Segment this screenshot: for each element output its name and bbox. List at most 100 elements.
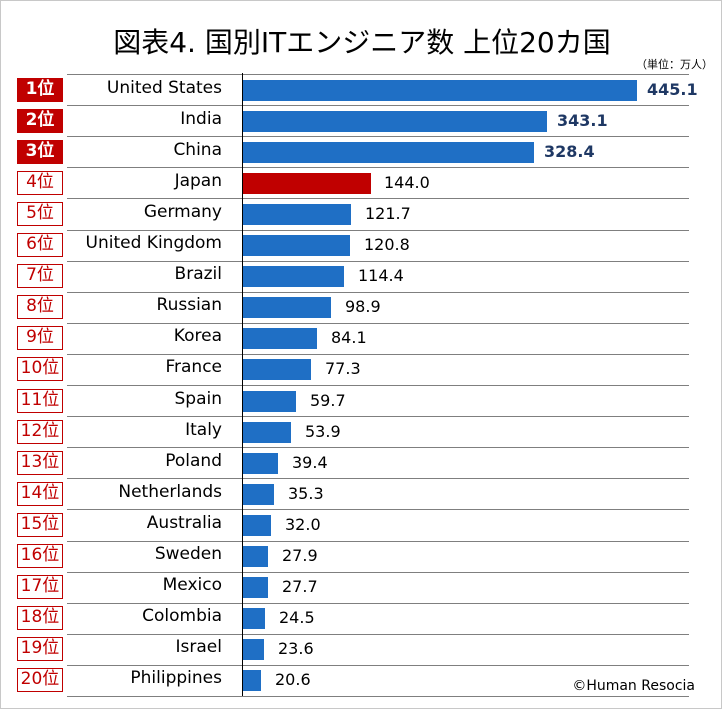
rank-badge: 4位 — [17, 171, 63, 195]
bar — [243, 297, 331, 318]
data-label: 27.7 — [282, 577, 318, 596]
row-separator — [67, 665, 689, 666]
source-credit: ©Human Resocia — [572, 678, 695, 694]
rank-badge: 10位 — [17, 357, 63, 381]
bar — [243, 391, 296, 412]
row-separator — [67, 572, 689, 573]
rank-badge: 14位 — [17, 482, 63, 506]
category-label: India — [180, 109, 222, 129]
data-label: 53.9 — [305, 422, 341, 441]
data-label: 32.0 — [285, 515, 321, 534]
row-separator — [67, 634, 689, 635]
data-label: 114.4 — [358, 266, 404, 285]
rank-badge: 13位 — [17, 451, 63, 475]
rank-badge: 8位 — [17, 295, 63, 319]
bar — [243, 235, 350, 256]
data-label: 98.9 — [345, 297, 381, 316]
bar — [243, 173, 371, 194]
bar — [243, 359, 312, 380]
data-label: 20.6 — [275, 670, 311, 689]
data-label: 77.3 — [325, 359, 361, 378]
bar — [243, 142, 534, 163]
category-label: Mexico — [162, 575, 222, 595]
bar — [243, 422, 291, 443]
bar — [243, 453, 278, 474]
rank-badge: 20位 — [17, 668, 63, 692]
data-label: 59.7 — [310, 391, 346, 410]
rank-badge: 12位 — [17, 420, 63, 444]
category-label: Brazil — [174, 264, 222, 284]
data-label: 84.1 — [331, 328, 367, 347]
row-separator — [67, 478, 689, 479]
category-label: Japan — [174, 171, 222, 191]
bar — [243, 577, 268, 598]
rank-badge: 6位 — [17, 233, 63, 257]
category-label: France — [165, 357, 222, 377]
bar — [243, 670, 262, 691]
row-separator — [67, 323, 689, 324]
row-separator — [67, 509, 689, 510]
data-label: 23.6 — [278, 639, 314, 658]
category-axis-line — [242, 73, 243, 696]
data-label: 121.7 — [365, 204, 411, 223]
rank-badge: 3位 — [17, 140, 63, 164]
category-label: Germany — [143, 202, 222, 222]
row-separator — [67, 541, 689, 542]
category-label: United Kingdom — [85, 233, 222, 253]
category-label: Russian — [156, 295, 222, 315]
row-separator — [67, 385, 689, 386]
category-label: Italy — [185, 420, 222, 440]
row-separator — [67, 292, 689, 293]
data-label: 445.1 — [647, 80, 698, 99]
bar — [243, 546, 268, 567]
row-separator — [67, 74, 689, 75]
data-label: 27.9 — [282, 546, 318, 565]
rank-badge: 1位 — [17, 78, 63, 102]
data-label: 35.3 — [288, 484, 324, 503]
category-label: United States — [106, 78, 222, 98]
row-separator — [67, 198, 689, 199]
rank-badge: 11位 — [17, 389, 63, 413]
rank-badge: 7位 — [17, 264, 63, 288]
row-separator — [67, 416, 689, 417]
category-label: China — [173, 140, 222, 160]
data-label: 144.0 — [384, 173, 430, 192]
row-separator — [67, 354, 689, 355]
chart-title: 図表4. 国別ITエンジニア数 上位20カ国 — [113, 26, 611, 59]
rank-badge: 17位 — [17, 575, 63, 599]
rank-badge: 2位 — [17, 109, 63, 133]
category-label: Korea — [173, 326, 222, 346]
category-label: Sweden — [154, 544, 222, 564]
row-separator — [67, 105, 689, 106]
data-label: 328.4 — [544, 142, 595, 161]
row-separator — [67, 696, 689, 697]
row-separator — [67, 230, 689, 231]
rank-badge: 18位 — [17, 606, 63, 630]
category-label: Australia — [146, 513, 222, 533]
data-label: 24.5 — [279, 608, 315, 627]
category-label: Israel — [175, 637, 222, 657]
category-label: Netherlands — [118, 482, 222, 502]
bar — [243, 515, 272, 536]
category-label: Poland — [165, 451, 222, 471]
bar — [243, 328, 318, 349]
bar — [243, 266, 345, 287]
bar — [243, 111, 547, 132]
rank-badge: 19位 — [17, 637, 63, 661]
bar — [243, 639, 264, 660]
bar — [243, 204, 351, 225]
data-label: 343.1 — [557, 111, 608, 130]
bar — [243, 484, 275, 505]
data-label: 120.8 — [364, 235, 410, 254]
row-separator — [67, 261, 689, 262]
bar — [243, 80, 637, 101]
data-label: 39.4 — [292, 453, 328, 472]
row-separator — [67, 136, 689, 137]
category-label: Colombia — [142, 606, 222, 626]
rank-badge: 15位 — [17, 513, 63, 537]
category-label: Philippines — [130, 668, 222, 688]
rank-badge: 16位 — [17, 544, 63, 568]
category-label: Spain — [174, 389, 223, 409]
row-separator — [67, 603, 689, 604]
